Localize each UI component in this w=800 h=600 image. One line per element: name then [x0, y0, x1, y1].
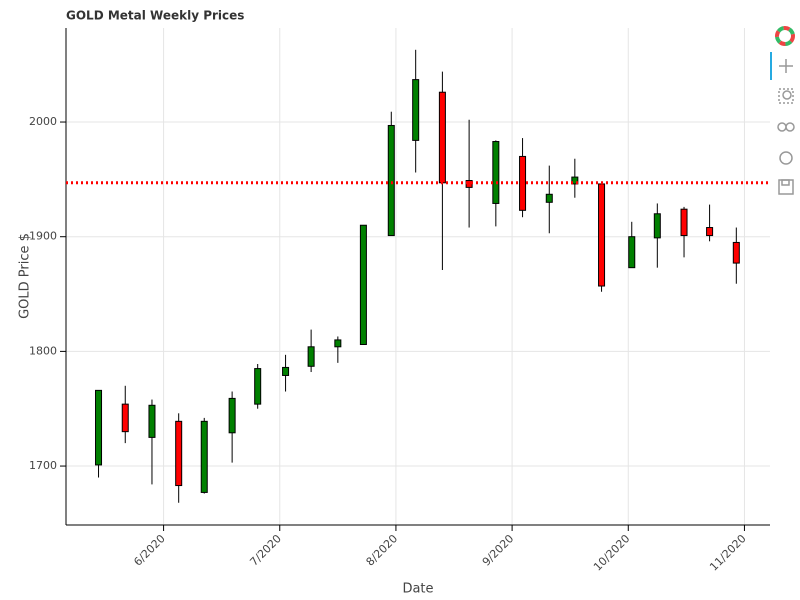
candle-body	[148, 404, 156, 438]
candle-body	[653, 213, 661, 239]
candle-body	[95, 389, 103, 466]
y-tick-label: 1900	[29, 230, 57, 243]
candle-body	[628, 236, 636, 269]
candle-body	[282, 366, 290, 376]
x-tick-label: 9/2020	[480, 532, 517, 569]
candle-body	[175, 420, 183, 487]
candle-body	[334, 339, 342, 348]
pan-tool[interactable]	[779, 59, 793, 73]
y-tick-label: 2000	[29, 115, 57, 128]
x-tick-label: 7/2020	[247, 532, 284, 569]
reset-tool[interactable]	[779, 151, 793, 165]
x-tick-label: 6/2020	[131, 532, 168, 569]
candle-body	[412, 79, 420, 141]
chart-title: GOLD Metal Weekly Prices	[66, 9, 244, 23]
candle-body	[200, 420, 208, 493]
wheel-zoom-tool[interactable]	[777, 122, 795, 132]
candle-body	[706, 227, 714, 237]
candle-body	[307, 346, 315, 367]
candle-body	[121, 403, 129, 433]
candle-body	[438, 91, 446, 184]
candle-body	[571, 176, 579, 185]
candle-body	[545, 193, 553, 203]
toolbar	[770, 26, 795, 195]
box-zoom-tool[interactable]	[778, 88, 794, 104]
candle-body	[387, 124, 395, 237]
candle-body	[228, 397, 236, 434]
candle-body	[732, 241, 740, 264]
candle-body	[598, 183, 606, 287]
y-tick-label: 1800	[29, 344, 57, 357]
save-tool[interactable]	[778, 179, 794, 195]
bokeh-logo[interactable]	[775, 26, 795, 46]
x-tick-label: 10/2020	[591, 532, 633, 574]
candle-body	[359, 224, 367, 346]
x-tick-label: 11/2020	[707, 532, 749, 574]
y-axis-label: GOLD Price $	[18, 233, 33, 319]
candle-body	[680, 208, 688, 237]
x-axis-label: Date	[402, 582, 433, 597]
x-tick-label: 8/2020	[364, 532, 401, 569]
candle-body	[492, 141, 500, 204]
candle-body	[254, 368, 262, 405]
y-tick-label: 1700	[29, 459, 57, 472]
